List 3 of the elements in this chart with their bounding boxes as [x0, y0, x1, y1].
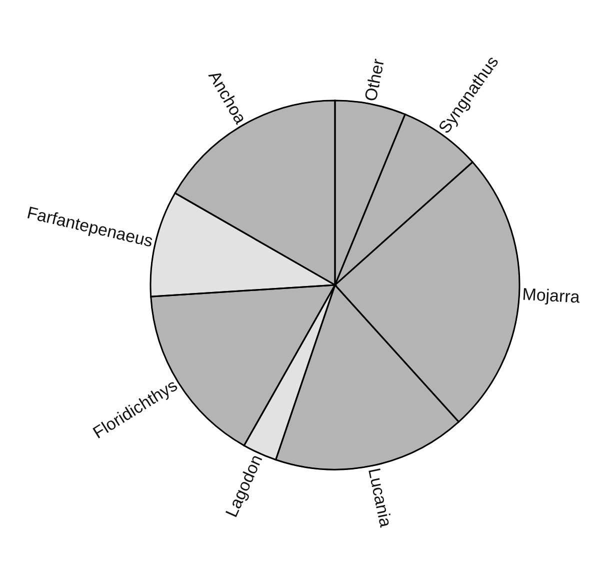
slice-label: Mojarra: [522, 284, 581, 307]
slice-label: Other: [361, 57, 388, 103]
slice-label: Lucania: [364, 466, 396, 530]
